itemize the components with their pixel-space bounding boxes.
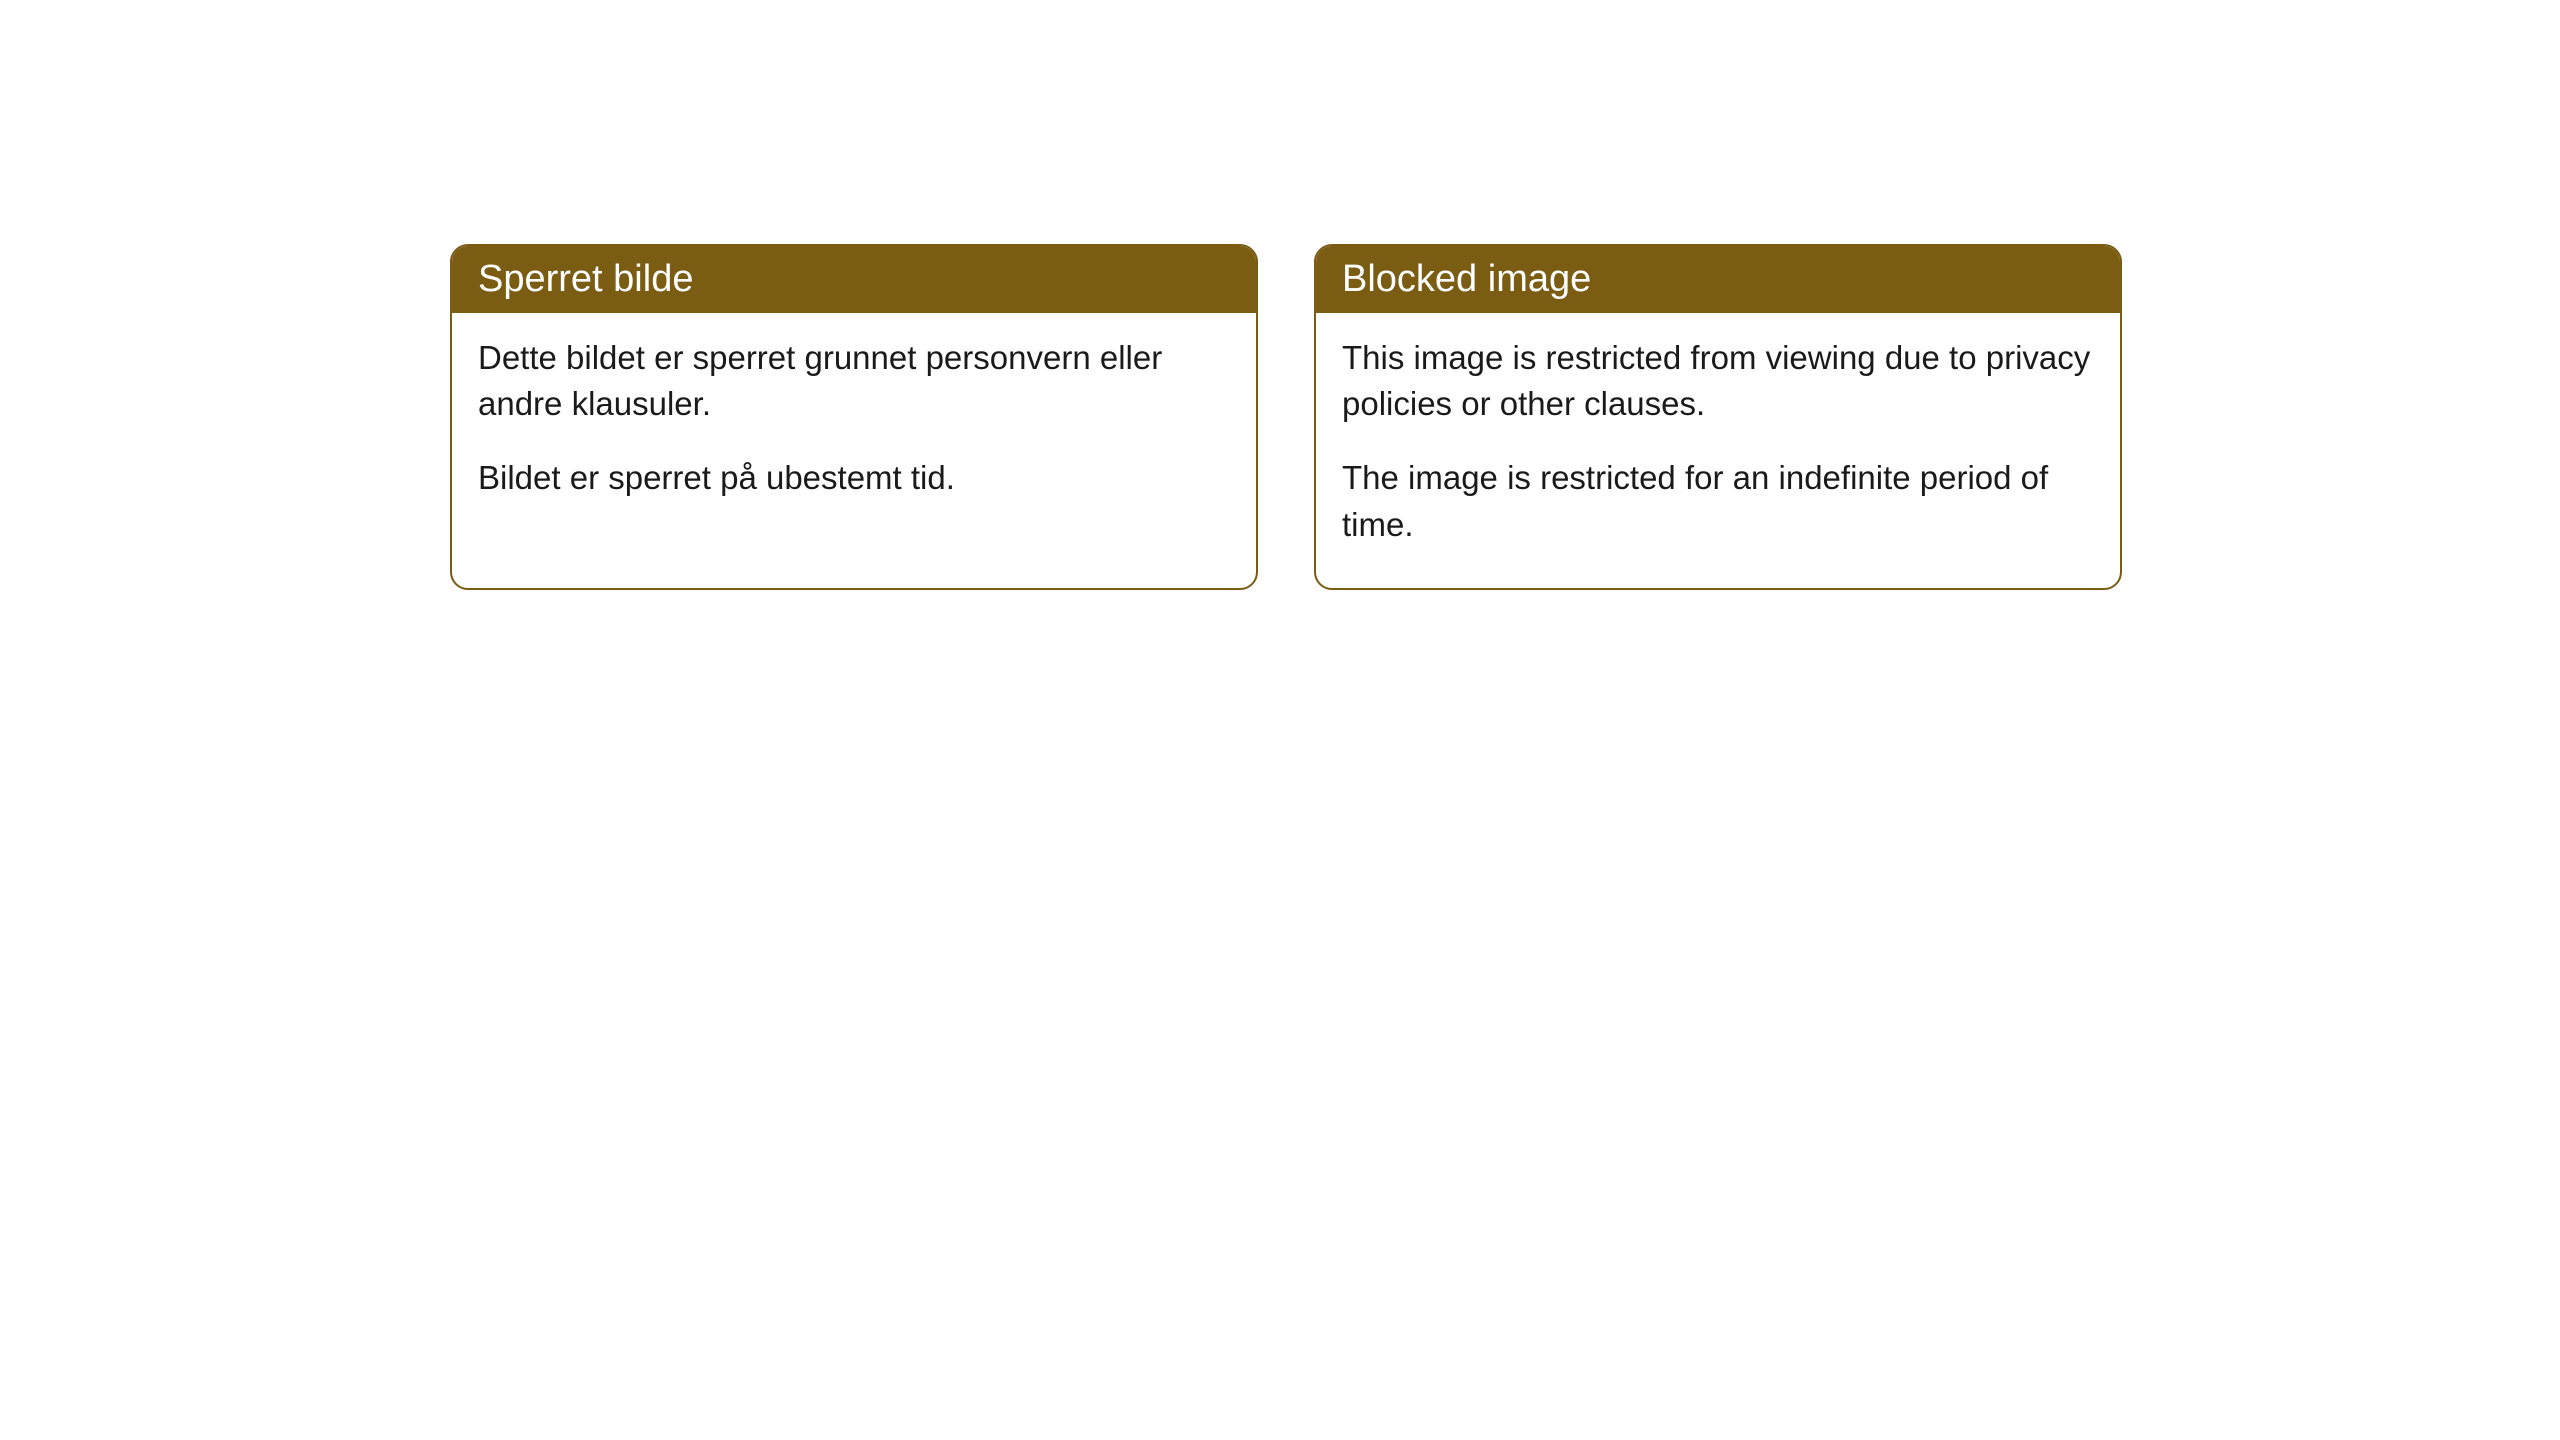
card-paragraph: Dette bildet er sperret grunnet personve… — [478, 335, 1230, 427]
card-body-english: This image is restricted from viewing du… — [1316, 313, 2120, 588]
cards-container: Sperret bilde Dette bildet er sperret gr… — [0, 0, 2560, 590]
card-header-norwegian: Sperret bilde — [452, 246, 1256, 313]
card-header-english: Blocked image — [1316, 246, 2120, 313]
card-english: Blocked image This image is restricted f… — [1314, 244, 2122, 590]
card-paragraph: Bildet er sperret på ubestemt tid. — [478, 455, 1230, 501]
card-norwegian: Sperret bilde Dette bildet er sperret gr… — [450, 244, 1258, 590]
card-paragraph: This image is restricted from viewing du… — [1342, 335, 2094, 427]
card-paragraph: The image is restricted for an indefinit… — [1342, 455, 2094, 547]
card-body-norwegian: Dette bildet er sperret grunnet personve… — [452, 313, 1256, 542]
